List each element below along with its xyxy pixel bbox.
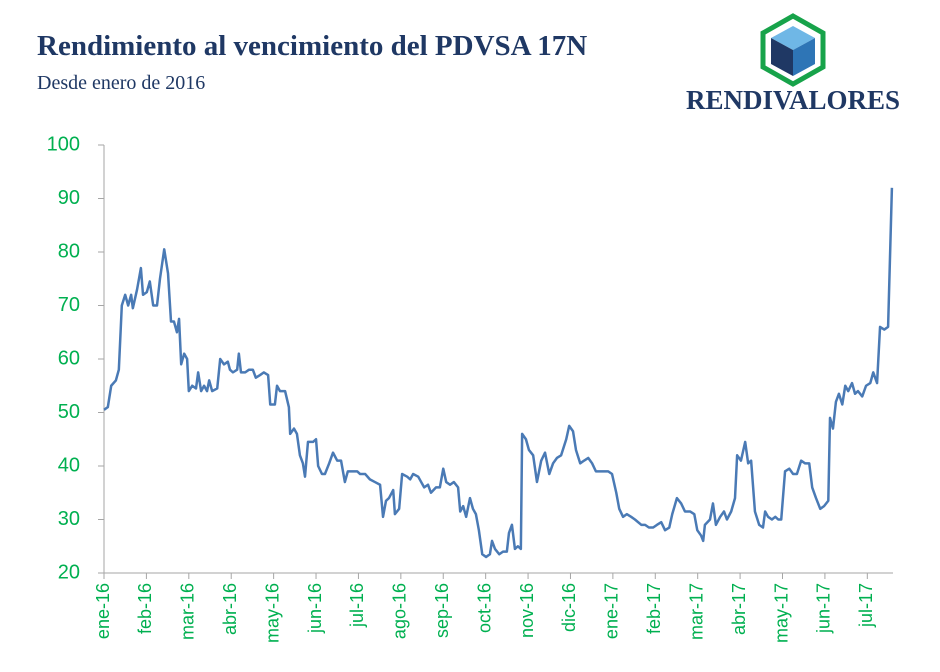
- y-tick-label: 30: [58, 508, 80, 530]
- x-tick-label: abr-17: [729, 583, 749, 635]
- x-tick-label: dic-16: [559, 583, 579, 632]
- chart-title: Rendimiento al vencimiento del PDVSA 17N: [37, 30, 587, 62]
- y-tick-label: 40: [58, 454, 80, 476]
- x-tick-label: mar-17: [686, 583, 706, 640]
- x-tick-label: feb-17: [644, 583, 664, 634]
- x-tick-label: jul-16: [347, 583, 367, 628]
- x-tick-label: oct-16: [474, 583, 494, 633]
- y-tick-label: 60: [58, 347, 80, 369]
- x-tick-label: may-17: [771, 583, 791, 643]
- x-tick-label: mar-16: [178, 583, 198, 640]
- data-line: [103, 187, 894, 559]
- x-tick-label: sep-16: [432, 583, 452, 638]
- x-tick-label: jun-17: [814, 583, 834, 634]
- logo-text: RENDIVALORES: [686, 85, 900, 115]
- y-tick-label: 50: [58, 401, 80, 423]
- x-tick-label: feb-16: [135, 583, 155, 634]
- x-tick-label: jun-16: [305, 583, 325, 634]
- y-tick-label: 80: [58, 240, 80, 262]
- chart-subtitle: Desde enero de 2016: [37, 72, 205, 94]
- logo-icon: [760, 13, 826, 87]
- x-tick-label: may-16: [262, 583, 282, 643]
- y-tick-label: 90: [58, 187, 80, 209]
- x-tick-label: abr-16: [220, 583, 240, 635]
- y-tick-label: 20: [58, 561, 80, 583]
- x-tick-label: nov-16: [517, 583, 537, 638]
- x-tick-label: ago-16: [390, 583, 410, 639]
- x-tick-label: ene-17: [602, 583, 622, 639]
- y-tick-label: 100: [47, 133, 80, 155]
- x-tick-label: ene-16: [93, 583, 113, 639]
- x-tick-label: jul-17: [856, 583, 876, 628]
- y-tick-label: 70: [58, 294, 80, 316]
